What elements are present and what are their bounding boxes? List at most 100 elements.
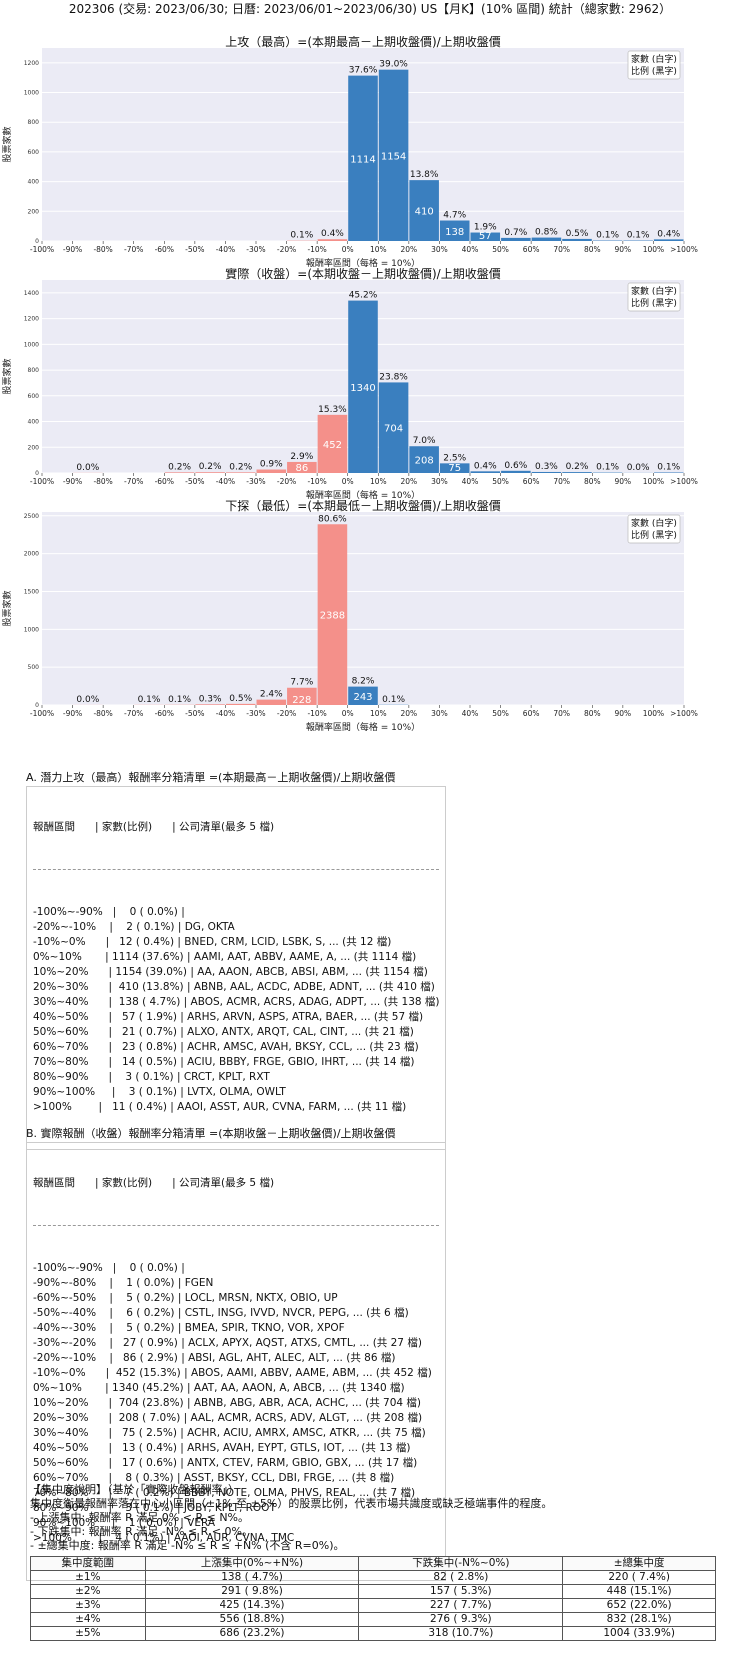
legend-label: 家數 (白字)	[631, 285, 677, 297]
bar-count-label: 704	[384, 424, 403, 435]
bar-30%~40%	[439, 463, 470, 473]
y-tick-label: 1200	[24, 60, 39, 67]
bar-count-label: 410	[415, 207, 434, 218]
list-b-section: B. 實際報酬（收盤）報酬率分箱清單 =(本期收盤－上期收盤價)/上期收盤價 報…	[26, 1126, 446, 1581]
list-row: 90%~100% | 3 ( 0.1%) | LVTX, OLMA, OWLT	[33, 1086, 286, 1098]
table-cell: ±1%	[30, 1570, 146, 1585]
y-tick-label: 200	[28, 444, 40, 451]
x-tick-label: 30%	[431, 245, 448, 254]
y-tick-label: 0	[35, 470, 39, 477]
table-header-cell: 上漲集中(0%~+N%)	[144, 1556, 360, 1571]
bar-pct-label: 0.8%	[535, 228, 558, 238]
table-cell: 652 (22.0%)	[562, 1598, 716, 1613]
table-cell: 276 ( 9.3%)	[358, 1612, 564, 1627]
bar-count-label: 208	[415, 456, 434, 467]
concentration-note-line: 集中度衡量報酬率落在中心小區間（±1% 至 ±5%）的股票比例，代表市場共識度或…	[30, 1497, 553, 1510]
x-tick-label: 80%	[584, 709, 601, 718]
x-tick-label: 10%	[370, 477, 387, 486]
x-tick-label: 50%	[492, 245, 509, 254]
table-cell: 157 ( 5.3%)	[358, 1584, 564, 1599]
x-tick-label: 20%	[401, 709, 418, 718]
bar-pct-label: 0.5%	[566, 229, 589, 239]
legend-label: 比例 (黑字)	[631, 297, 677, 309]
list-b-separator	[33, 1225, 439, 1226]
chart-title: 下探（最低）=(本期最低－上期收盤價)/上期收盤價	[225, 500, 500, 513]
x-tick-label: 60%	[523, 245, 540, 254]
table-header-cell: 集中度範圍	[30, 1556, 146, 1571]
table-cell: 832 (28.1%)	[562, 1612, 716, 1627]
concentration-table-body: ±1% 138 ( 4.7%) 82 ( 2.8%) 220 ( 7.4%) ±2% 29…	[30, 1570, 716, 1641]
table-cell: 138 ( 4.7%)	[144, 1570, 360, 1585]
bar-50%~60%	[501, 237, 531, 241]
bar-60%~70%	[531, 471, 562, 473]
bar--30%~-20%	[256, 699, 287, 705]
x-tick-label: -30%	[246, 477, 265, 486]
x-tick-label: -90%	[63, 709, 82, 718]
bar-pct-label: 2.4%	[260, 690, 283, 700]
x-tick-label: 40%	[462, 245, 479, 254]
bar-count-label: 1114	[350, 154, 375, 165]
y-tick-label: 400	[28, 179, 40, 186]
x-tick-label: 100%	[643, 245, 664, 254]
table-cell: 82 ( 2.8%)	[358, 1570, 564, 1585]
bar-0%~10%	[348, 300, 378, 473]
list-a-header: 報酬區間 | 家數(比例) | 公司清單(最多 5 檔)	[33, 821, 275, 833]
x-axis-label: 報酬率區間（每格 = 10%）	[306, 257, 420, 269]
y-tick-label: 600	[28, 149, 40, 156]
bar--20%~-10%	[287, 687, 317, 705]
table-cell: 425 (14.3%)	[144, 1598, 360, 1613]
bar-pct-label: 80.6%	[318, 514, 347, 524]
x-tick-label: -60%	[155, 709, 174, 718]
list-row: -20%~-10% | 2 ( 0.1%) | DG, OKTA	[33, 921, 235, 933]
bar-pct-label: 2.9%	[290, 452, 313, 462]
list-row: 20%~30% | 410 (13.8%) | ABNB, AAL, ACDC,…	[33, 981, 435, 993]
bar--40%~-30%	[225, 472, 256, 473]
table-row: ±2% 291 ( 9.8%) 157 ( 5.3%) 448 (15.1%)	[30, 1584, 716, 1599]
table-cell: 227 ( 7.7%)	[358, 1598, 564, 1613]
x-tick-label: 90%	[615, 245, 632, 254]
x-tick-label: -10%	[307, 477, 326, 486]
x-tick-label: -10%	[307, 709, 326, 718]
x-tick-label: 70%	[553, 477, 570, 486]
x-tick-label: -30%	[246, 245, 265, 254]
y-tick-label: 600	[28, 393, 40, 400]
legend-label: 比例 (黑字)	[631, 65, 677, 77]
list-row: 70%~80% | 14 ( 0.5%) | ACIU, BBBY, FRGE,…	[33, 1056, 415, 1068]
bar-0%~10%	[348, 686, 378, 705]
list-row: -90%~-80% | 1 ( 0.0%) | FGEN	[33, 1277, 214, 1289]
plot-area	[42, 512, 684, 705]
concentration-section: 【集中度說明】（基於「實際收盤報酬率」） 集中度衡量報酬率落在中心小區間（±1%…	[30, 1483, 716, 1641]
x-tick-label: 50%	[492, 477, 509, 486]
table-row: ±3% 425 (14.3%) 227 ( 7.7%) 652 (22.0%)	[30, 1598, 716, 1613]
list-row: 60%~70% | 23 ( 0.8%) | ACHR, AMSC, AVAH,…	[33, 1041, 419, 1053]
list-a-box: 報酬區間 | 家數(比例) | 公司清單(最多 5 檔) -100%~-90% …	[26, 786, 446, 1150]
chart-actual-close: 實際（收盤）=(本期收盤－上期收盤價)/上期收盤價 0 200 400 600 800 10…	[1, 268, 698, 501]
x-tick-label: -100%	[30, 477, 54, 486]
chart-title: 上攻（最高）=(本期最高－上期收盤價)/上期收盤價	[225, 36, 500, 49]
table-cell: 318 (10.7%)	[358, 1626, 564, 1641]
list-a-rows: -100%~-90% | 0 ( 0.0%) | -20%~-10% | 2 ( …	[33, 905, 440, 1115]
y-tick-label: 200	[28, 208, 40, 215]
list-a-title: A. 潛力上攻（最高）報酬率分箱清單 =(本期最高－上期收盤價)/上期收盤價	[26, 771, 396, 784]
x-axis-label: 報酬率區間（每格 = 10%）	[306, 489, 420, 501]
bar-pct-label: 45.2%	[349, 291, 378, 301]
y-tick-label: 500	[28, 664, 40, 671]
list-row: 40%~50% | 57 ( 1.9%) | ARHS, ARVN, ASPS,…	[33, 1011, 424, 1023]
x-tick-label: -50%	[185, 709, 204, 718]
legend-label: 家數 (白字)	[631, 53, 677, 65]
bar-pct-label: 0.3%	[535, 462, 558, 472]
x-tick-label: 80%	[584, 245, 601, 254]
bar-count-label: 138	[445, 227, 464, 238]
y-tick-label: 1400	[24, 290, 39, 297]
x-tick-label: 60%	[523, 477, 540, 486]
table-cell: ±3%	[30, 1598, 146, 1613]
bar-pct-label: 0.1%	[596, 463, 619, 473]
table-header-cell: ±總集中度	[562, 1556, 716, 1571]
bar-pct-label: 1.9%	[474, 223, 497, 233]
table-cell: 220 ( 7.4%)	[562, 1570, 716, 1585]
x-tick-label: -50%	[185, 245, 204, 254]
bar--50%~-40%	[195, 704, 225, 705]
y-tick-label: 1200	[24, 316, 39, 323]
bar-20%~30%	[409, 180, 439, 241]
bar-0%~10%	[348, 75, 378, 241]
